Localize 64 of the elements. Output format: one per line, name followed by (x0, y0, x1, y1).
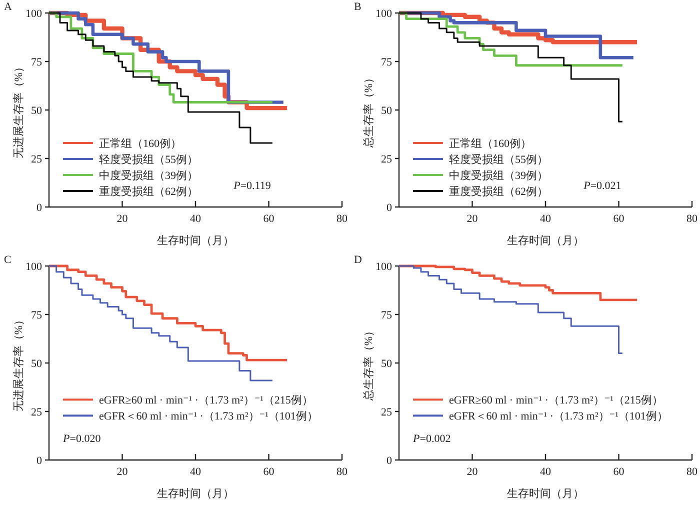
x-tick-label: 40 (190, 213, 202, 225)
x-tick-label: 80 (686, 466, 698, 478)
legend-label: eGFR≥60 ml · min⁻¹ ·（1.73 m²）⁻¹（215例） (449, 394, 663, 407)
legend-label: eGFR＜60 ml · min⁻¹ ·（1.73 m²）⁻¹（101例） (99, 410, 318, 423)
chart-title: B (354, 1, 362, 13)
x-axis-title: 生存时间（月） (507, 487, 584, 500)
legend-label: 轻度受损组（55例） (449, 153, 548, 166)
x-tick-label: 80 (336, 466, 348, 478)
legend-label: 正常组（160例） (449, 137, 532, 150)
y-tick-label: 75 (381, 310, 392, 322)
y-axis-title: 无进展生存率（%） (12, 61, 25, 159)
y-tick-label: 75 (31, 56, 42, 68)
y-tick-label: 100 (376, 8, 392, 20)
x-tick-label: 60 (613, 213, 625, 225)
y-tick-label: 50 (31, 105, 42, 117)
y-tick-label: 100 (26, 8, 42, 20)
annotation: P=0.020 (62, 433, 102, 445)
y-tick-label: 100 (376, 261, 392, 273)
y-tick-label: 0 (36, 455, 42, 467)
legend-label: 重度受损组（62例） (99, 185, 198, 198)
x-tick-label: 20 (116, 213, 128, 225)
x-tick-label: 40 (190, 466, 202, 478)
x-tick-label: 20 (466, 466, 478, 478)
legend-label: 正常组（160例） (99, 137, 182, 150)
legend-label: eGFR≥60 ml · min⁻¹ ·（1.73 m²）⁻¹（215例） (99, 394, 313, 407)
y-axis-title: 总生存率（%） (362, 72, 375, 149)
chart-title: A (4, 1, 12, 13)
legend-label: 重度受损组（62例） (449, 185, 548, 198)
y-axis-title: 无进展生存率（%） (12, 314, 25, 412)
x-tick-label: 60 (613, 466, 625, 478)
legend-label: 轻度受损组（55例） (99, 153, 198, 166)
x-tick-label: 20 (466, 213, 478, 225)
annotation: P=0.002 (412, 433, 451, 445)
x-tick-label: 80 (336, 213, 348, 225)
y-tick-label: 25 (381, 154, 392, 166)
x-tick-label: 60 (263, 213, 275, 225)
y-tick-label: 75 (381, 56, 392, 68)
x-tick-label: 80 (686, 213, 698, 225)
y-axis-title: 总生存率（%） (362, 325, 375, 402)
annotation: P=0.021 (582, 180, 622, 192)
y-tick-label: 0 (386, 455, 392, 467)
y-tick-label: 0 (386, 202, 392, 214)
legend-label: eGFR＜60 ml · min⁻¹ ·（1.73 m²）⁻¹（101例） (449, 410, 668, 423)
y-tick-label: 25 (31, 154, 42, 166)
chart-title: C (4, 254, 12, 266)
x-tick-label: 40 (540, 213, 552, 225)
y-tick-label: 100 (26, 261, 42, 273)
x-axis-title: 生存时间（月） (507, 234, 584, 247)
y-tick-label: 25 (31, 406, 42, 418)
x-axis-title: 生存时间（月） (157, 234, 234, 247)
y-tick-label: 0 (36, 202, 42, 214)
y-tick-label: 50 (381, 358, 392, 370)
x-tick-label: 60 (263, 466, 275, 478)
x-tick-label: 40 (540, 466, 552, 478)
chart-title: D (354, 254, 362, 266)
y-tick-label: 25 (381, 406, 392, 418)
legend-label: 中度受损组（39例） (99, 169, 198, 182)
annotation: P=0.119 (232, 180, 272, 192)
y-tick-label: 50 (381, 105, 392, 117)
y-tick-label: 50 (31, 358, 42, 370)
legend-label: 中度受损组（39例） (449, 169, 548, 182)
x-tick-label: 20 (116, 466, 128, 478)
y-tick-label: 75 (31, 310, 42, 322)
x-axis-title: 生存时间（月） (157, 487, 234, 500)
